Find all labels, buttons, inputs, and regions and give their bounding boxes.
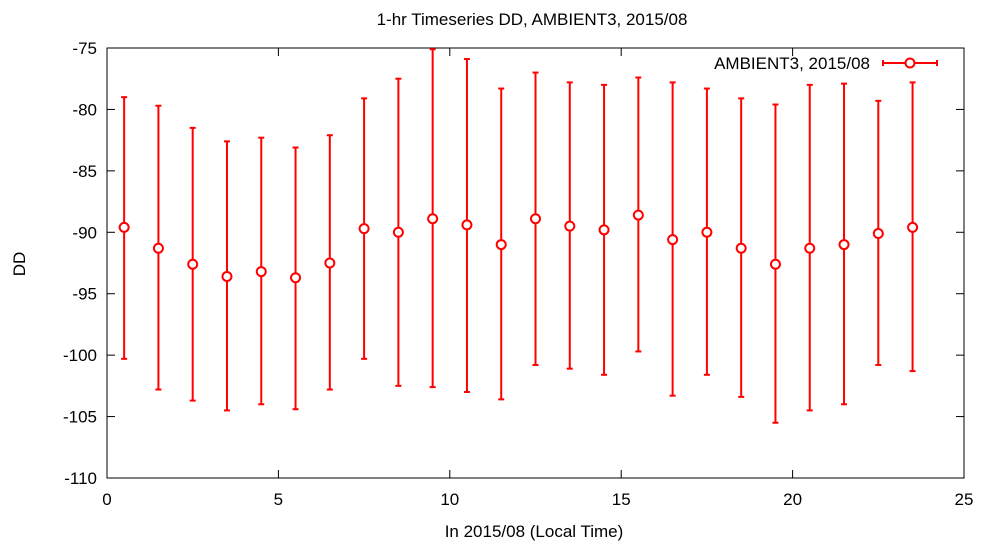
data-point — [152, 242, 164, 254]
data-point — [187, 258, 199, 270]
data-point — [221, 271, 233, 283]
x-tick-label: 10 — [440, 490, 459, 509]
data-point — [392, 226, 404, 238]
data-marks — [118, 48, 919, 424]
data-point — [495, 239, 507, 251]
data-point — [118, 221, 130, 233]
data-point — [290, 272, 302, 284]
data-point — [907, 221, 919, 233]
y-axis-label: DD — [10, 252, 29, 277]
data-point — [769, 258, 781, 270]
data-point — [804, 242, 816, 254]
y-tick-label: -90 — [72, 223, 97, 242]
y-tick-label: -105 — [63, 408, 97, 427]
data-point — [427, 213, 439, 225]
data-point — [461, 219, 473, 231]
data-point — [701, 226, 713, 238]
data-point — [838, 239, 850, 251]
data-point — [358, 223, 370, 235]
x-tick-label: 0 — [102, 490, 111, 509]
x-tick-label: 15 — [612, 490, 631, 509]
legend-marker — [904, 57, 916, 69]
data-point — [667, 234, 679, 246]
data-point — [598, 224, 610, 236]
legend-label: AMBIENT3, 2015/08 — [714, 54, 870, 73]
x-tick-label: 20 — [783, 490, 802, 509]
y-tick-label: -100 — [63, 346, 97, 365]
x-tick-label: 25 — [955, 490, 974, 509]
data-point — [872, 228, 884, 240]
data-point — [324, 257, 336, 269]
data-point — [735, 242, 747, 254]
y-tick-label: -110 — [64, 469, 97, 488]
legend-sample — [882, 57, 938, 69]
data-point — [632, 209, 644, 221]
axis-ticks: 0 5 10 15 20 25 -75 -80 -85 -90 -95 -100 -105 -110 — [63, 39, 973, 509]
x-tick-label: 5 — [274, 490, 283, 509]
data-point — [564, 220, 576, 232]
legend: AMBIENT3, 2015/08 — [714, 54, 938, 73]
x-axis-label: In 2015/08 (Local Time) — [445, 522, 624, 541]
plot-frame — [106, 47, 965, 479]
y-tick-label: -75 — [72, 39, 97, 58]
y-tick-label: -80 — [72, 100, 97, 119]
chart-title: 1-hr Timeseries DD, AMBIENT3, 2015/08 — [377, 10, 688, 29]
y-tick-label: -95 — [72, 285, 97, 304]
data-point — [255, 266, 267, 278]
y-tick-label: -85 — [72, 162, 97, 181]
data-point — [530, 213, 541, 225]
